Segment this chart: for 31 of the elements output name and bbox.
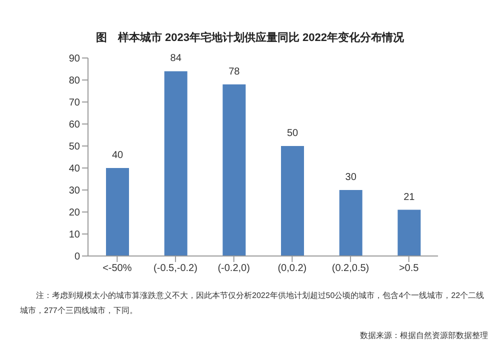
bar — [222, 84, 246, 256]
y-tick-label: 60 — [68, 120, 80, 131]
bar — [106, 168, 129, 256]
chart-title: 图 样本城市 2023年宅地计划供应量同比 2022年变化分布情况 — [94, 30, 406, 45]
y-tick-label: 0 — [74, 252, 80, 263]
text: 注：考虑到规模太小的城市算涨跌意义不大，因此本节仅分析2022年供地计划超过50公顷的城市，包含4个一线城市，22个二线城市，277个三四线城市，下同。 — [20, 290, 486, 317]
bar — [164, 71, 188, 256]
data-label: 40 — [112, 150, 124, 161]
x-tick-label: (0.2,0.5) — [332, 263, 370, 274]
x-tick-label: (0,0.2) — [278, 263, 307, 274]
bar — [281, 146, 304, 256]
data-label: 30 — [345, 172, 357, 183]
data-label: 21 — [404, 192, 416, 203]
data-label: 78 — [228, 66, 240, 78]
y-tick-label: 40 — [68, 164, 80, 175]
y-tick-label: 10 — [68, 230, 80, 241]
bar — [339, 190, 362, 256]
x-tick-label: >0.5 — [398, 263, 420, 274]
bar — [398, 210, 421, 256]
x-tick-label: <-50% — [102, 263, 132, 274]
y-tick-label: 70 — [68, 98, 80, 109]
data-label: 50 — [286, 128, 298, 139]
source-note: 数据来源：根据自然资源部数据整理 — [360, 330, 488, 341]
y-tick-label: 20 — [68, 208, 80, 219]
x-tick-label: (-0.5,-0.2) — [154, 263, 198, 274]
x-tick-label: (-0.2,0) — [218, 263, 250, 274]
data-label: 84 — [170, 53, 182, 64]
y-tick-label: 80 — [68, 76, 80, 87]
y-tick-label: 50 — [68, 142, 80, 153]
y-tick-label: 90 — [68, 54, 80, 65]
y-tick-label: 30 — [68, 186, 80, 197]
